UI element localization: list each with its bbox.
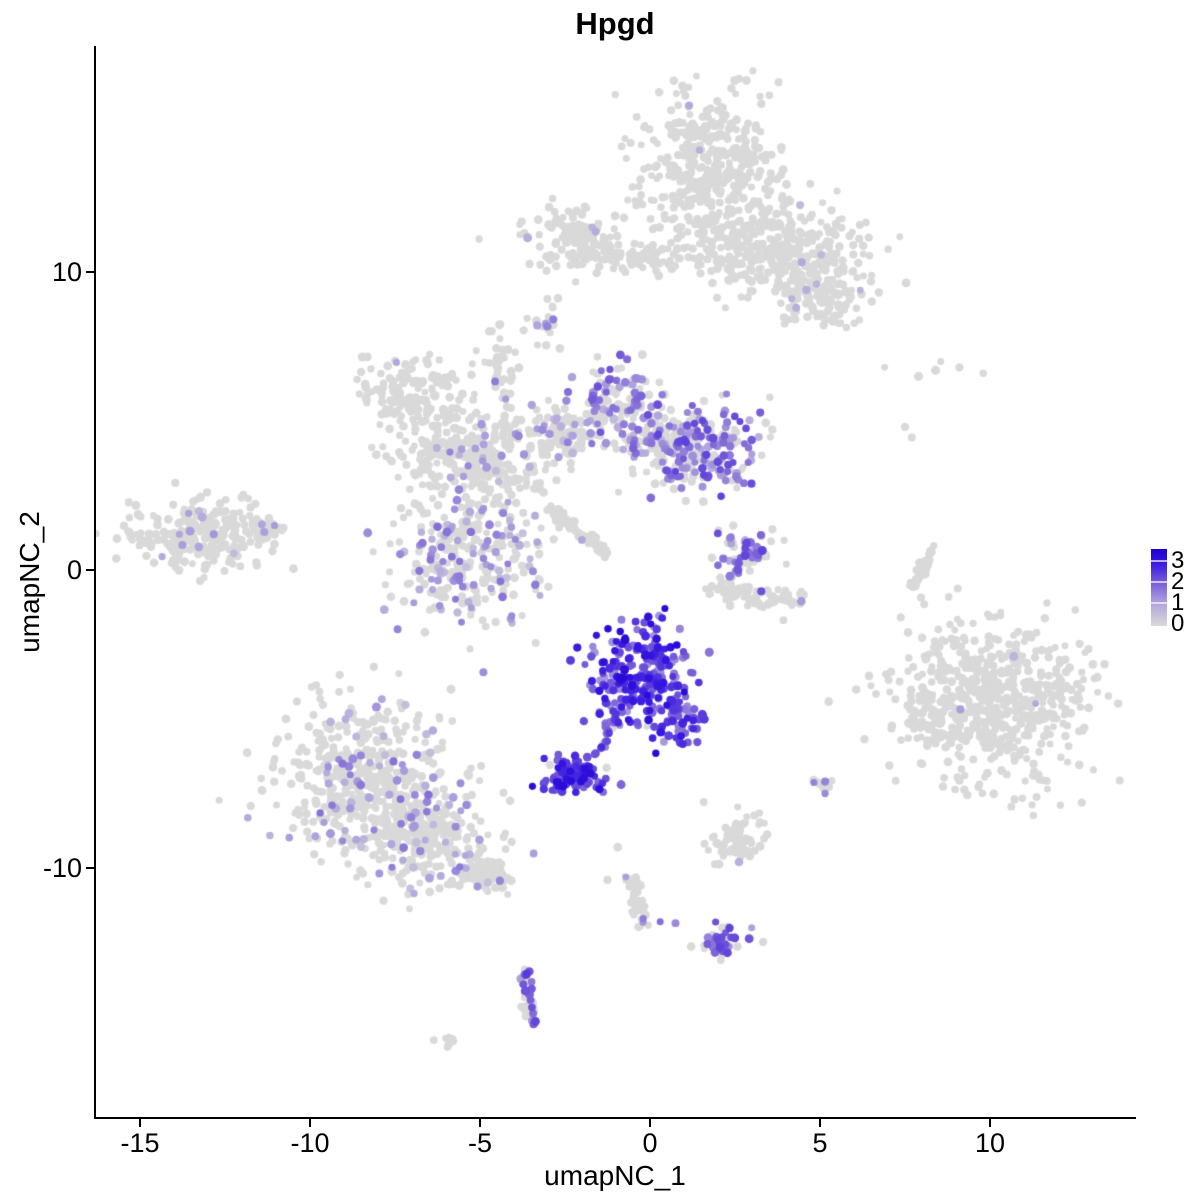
- x-axis-label: umapNC_1: [544, 1160, 686, 1191]
- x-tick-mark: [649, 1119, 651, 1127]
- colorbar-tick-notch: [1151, 581, 1167, 583]
- x-tick-label: -10: [290, 1128, 330, 1158]
- x-tick-mark: [989, 1119, 991, 1127]
- y-tick-label: 10: [51, 257, 82, 287]
- x-tick-mark: [479, 1119, 481, 1127]
- x-tick-label: -15: [120, 1128, 160, 1158]
- y-axis-label: umapNC_2: [14, 511, 45, 653]
- colorbar-tick-notch: [1151, 560, 1167, 562]
- x-tick-mark: [139, 1119, 141, 1127]
- x-tick-label: 5: [812, 1128, 828, 1158]
- y-tick-mark: [86, 569, 94, 571]
- colorbar-tick-label: 0: [1171, 610, 1185, 637]
- x-tick-label: 10: [974, 1128, 1006, 1158]
- x-tick-mark: [309, 1119, 311, 1127]
- y-axis-line: [94, 46, 96, 1119]
- x-tick-label: -5: [467, 1128, 492, 1158]
- y-tick-label: -10: [42, 853, 82, 883]
- colorbar-tick-label: 3: [1171, 547, 1185, 574]
- colorbar-tick-notch: [1151, 602, 1167, 604]
- colorbar-gradient: [1151, 549, 1167, 626]
- colorbar-tick-label: 1: [1171, 589, 1185, 616]
- y-tick-label: 0: [66, 555, 82, 585]
- colorbar-tick-label: 2: [1171, 568, 1185, 595]
- x-axis-line: [94, 1117, 1136, 1119]
- x-tick-mark: [819, 1119, 821, 1127]
- x-tick-label: 0: [642, 1128, 658, 1158]
- y-tick-mark: [86, 867, 94, 869]
- y-tick-mark: [86, 271, 94, 273]
